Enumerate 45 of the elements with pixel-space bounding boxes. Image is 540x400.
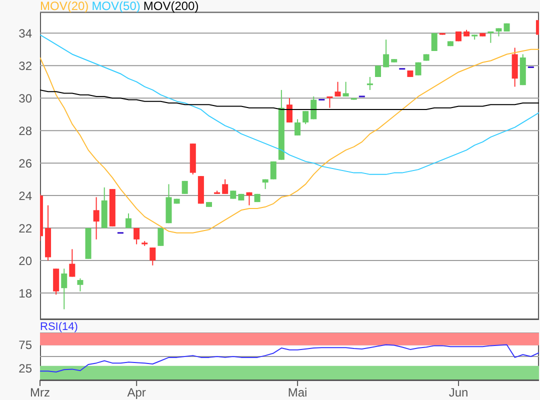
candlestick — [53, 268, 60, 296]
candlestick — [61, 268, 68, 310]
text: MOV(20) — [40, 0, 89, 13]
x-tick-label: Jun — [448, 386, 468, 400]
y-tick-label: 18 — [18, 286, 32, 300]
line-series — [40, 48, 539, 234]
y-tick-label: 75 — [18, 338, 32, 352]
candlestick — [366, 76, 373, 90]
y-tick-label: 34 — [18, 26, 32, 40]
candlestick — [415, 62, 422, 76]
candlestick — [270, 160, 276, 180]
candlestick — [69, 248, 76, 278]
candlestick — [431, 32, 438, 52]
y-tick-label: 28 — [18, 124, 32, 138]
candlestick — [126, 212, 132, 229]
chart-title: RSI(14) — [40, 321, 78, 333]
candlestick — [93, 196, 100, 240]
line-series — [40, 344, 539, 373]
y-tick-label: 26 — [18, 156, 32, 170]
candlestick — [342, 81, 349, 97]
x-tick-label: Mrz — [30, 386, 50, 400]
y-tick-label: 25 — [18, 362, 32, 376]
candlestick — [158, 228, 164, 246]
candlestick — [222, 178, 228, 194]
y-tick-label: 32 — [18, 58, 32, 73]
candlestick — [77, 278, 84, 292]
candlestick — [286, 98, 292, 123]
line-series — [40, 34, 539, 175]
candlestick — [334, 81, 341, 97]
y-tick-label: 30 — [18, 91, 32, 106]
candlestick — [134, 228, 140, 245]
y-tick-label: 20 — [18, 254, 32, 268]
candlestick — [383, 39, 390, 68]
text: MOV(200) — [143, 0, 199, 13]
candlestick — [182, 180, 188, 194]
x-tick-label: Mai — [288, 386, 308, 400]
candlestick — [294, 118, 301, 136]
candlestick — [246, 192, 252, 206]
x-tick-label: Apr — [127, 386, 146, 400]
candlestick — [375, 65, 382, 78]
candlestick — [302, 110, 309, 125]
text: MOV(50) — [92, 0, 140, 13]
candlestick — [150, 247, 156, 266]
y-tick-label: 24 — [18, 188, 32, 203]
y-tick-label: 22 — [18, 221, 32, 236]
